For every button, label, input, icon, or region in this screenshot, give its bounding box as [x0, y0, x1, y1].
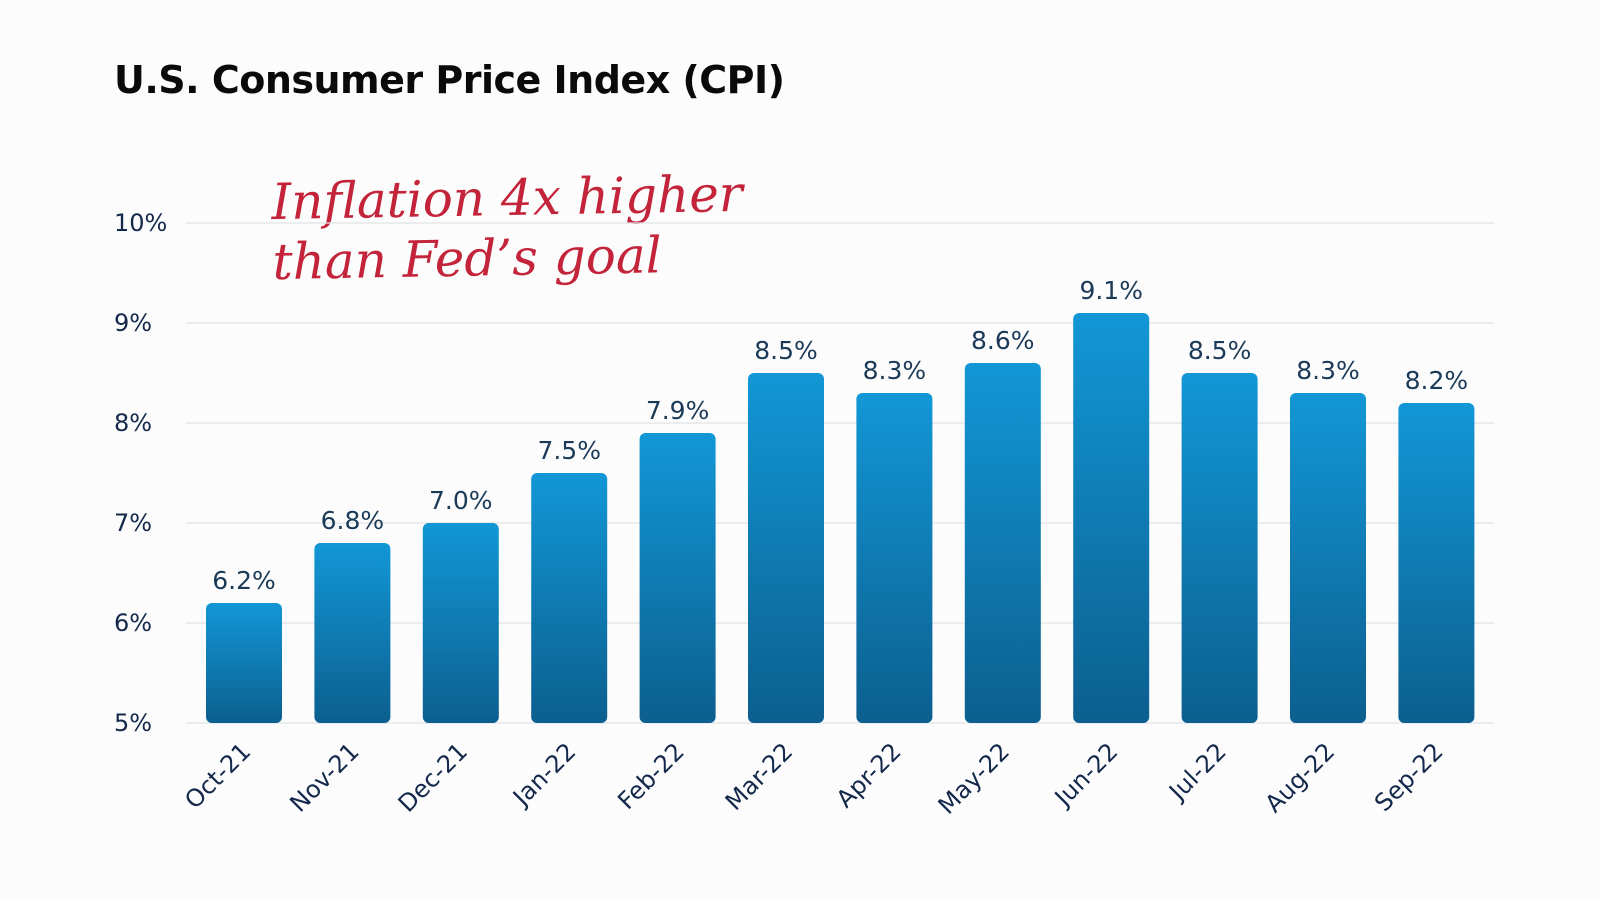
- value-label: 8.5%: [754, 336, 818, 365]
- x-tick-label: Mar-22: [720, 737, 798, 815]
- bar: [422, 523, 499, 723]
- x-tick-label: Apr-22: [831, 737, 907, 813]
- value-label: 8.2%: [1405, 366, 1469, 395]
- value-label: 8.3%: [863, 356, 927, 385]
- bar: [314, 543, 391, 723]
- x-tick-label: Oct-21: [179, 737, 256, 814]
- bar: [206, 603, 282, 723]
- bar: [1290, 393, 1366, 723]
- value-label: 7.9%: [646, 396, 710, 425]
- bar: [531, 473, 608, 723]
- y-tick-label: 5%: [114, 709, 152, 737]
- x-tick-label: Jan-22: [506, 737, 581, 812]
- bar: [1181, 373, 1258, 723]
- bars: [206, 313, 1475, 723]
- value-label: 7.0%: [429, 486, 493, 515]
- x-tick-label: Jun-22: [1048, 737, 1123, 812]
- bar: [964, 363, 1041, 723]
- value-label: 6.2%: [212, 566, 276, 595]
- bar: [1073, 313, 1150, 723]
- x-tick-label: May-22: [933, 737, 1015, 819]
- value-label: 6.8%: [321, 506, 385, 535]
- y-tick-label: 7%: [114, 509, 152, 537]
- x-axis-tick-labels: Oct-21 Nov-21 Dec-21 Jan-22 Feb-22 Mar-22 Apr-…: [179, 737, 1448, 819]
- bar: [748, 373, 824, 723]
- value-labels: 6.2% 6.8% 7.0% 7.5% 7.9% 8.5% 8.3% 8.6% 9.1% 8.5%…: [212, 276, 1468, 595]
- bar: [856, 393, 933, 723]
- bar: [1398, 403, 1475, 723]
- y-tick-label: 10%: [114, 209, 167, 237]
- y-tick-label: 6%: [114, 609, 152, 637]
- y-tick-label: 8%: [114, 409, 152, 437]
- value-label: 8.6%: [971, 326, 1035, 355]
- y-axis-tick-labels: 5% 6% 7% 8% 9% 10%: [114, 209, 167, 737]
- x-tick-label: Jul-22: [1162, 737, 1231, 806]
- value-label: 8.3%: [1296, 356, 1360, 385]
- value-label: 7.5%: [537, 436, 601, 465]
- x-tick-label: Feb-22: [612, 737, 690, 815]
- x-tick-label: Dec-21: [393, 737, 473, 817]
- y-tick-label: 9%: [114, 309, 152, 337]
- chart-title: U.S. Consumer Price Index (CPI): [114, 58, 785, 102]
- gridlines: [186, 222, 1494, 724]
- value-label: 8.5%: [1188, 336, 1252, 365]
- value-label: 9.1%: [1079, 276, 1143, 305]
- x-tick-label: Sep-22: [1369, 737, 1449, 817]
- bar: [639, 433, 716, 723]
- x-tick-label: Aug-22: [1260, 737, 1341, 818]
- x-tick-label: Nov-21: [284, 737, 364, 817]
